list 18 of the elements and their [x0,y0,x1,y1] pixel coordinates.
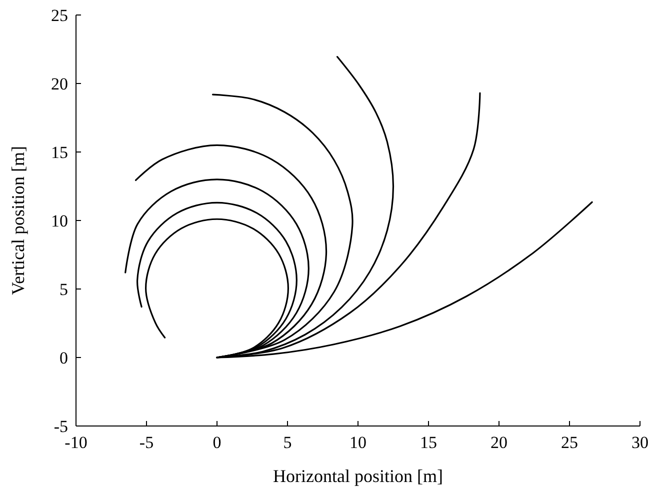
y-tick-label: 10 [51,211,68,230]
y-tick-label: -5 [54,416,68,436]
y-tick-label: 25 [51,6,68,25]
x-tick-label: -10 [64,433,88,452]
y-axis-title: Vertical position [m] [8,146,28,295]
x-tick-label: 30 [632,433,648,452]
y-tick-label: 5 [60,280,68,299]
x-tick-label: 5 [283,433,292,452]
y-tick-label: 15 [51,142,68,162]
x-tick-label: 0 [212,433,222,452]
x-tick-label: -5 [139,433,154,452]
x-tick-label: 15 [420,433,437,452]
y-tick-label: 20 [51,74,68,94]
x-tick-label: 25 [561,433,578,452]
x-tick-label: 20 [490,433,508,452]
x-tick-label: 10 [350,433,366,452]
x-axis-title: Horizontal position [m] [273,466,443,486]
y-tick-label: 0 [60,348,68,368]
